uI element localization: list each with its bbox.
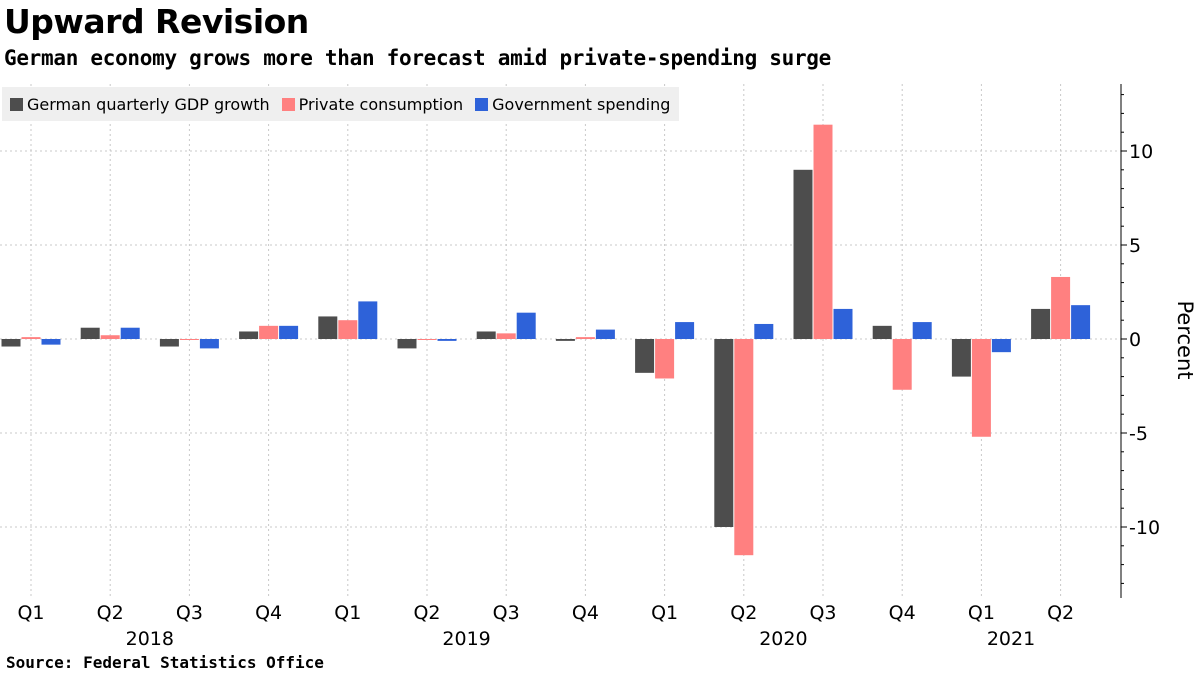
x-tick-label: Q2 — [730, 602, 757, 624]
x-tick-label: Q4 — [889, 602, 916, 624]
bar-government-spending — [437, 339, 457, 341]
legend-swatch-private-consumption — [281, 97, 295, 111]
y-tick-label: 5 — [1129, 235, 1141, 257]
legend-label-private-consumption: Private consumption — [298, 94, 464, 114]
legend-item-private-consumption: Private consumption — [281, 94, 464, 114]
bar-private-consumption — [21, 337, 41, 339]
bar-private-consumption — [971, 339, 991, 437]
bar-german-quarterly-gdp-growth — [318, 316, 338, 339]
x-tick-label: Q1 — [17, 602, 44, 624]
bar-private-consumption — [417, 339, 437, 340]
bar-german-quarterly-gdp-growth — [793, 169, 813, 339]
bar-government-spending — [516, 312, 536, 339]
bar-german-quarterly-gdp-growth — [159, 339, 179, 347]
bar-german-quarterly-gdp-growth — [1, 339, 21, 347]
bar-government-spending — [1071, 305, 1091, 339]
y-axis-label: Percent — [1173, 300, 1197, 379]
bar-private-consumption — [575, 337, 595, 339]
bar-government-spending — [41, 339, 61, 345]
bar-government-spending — [120, 327, 140, 339]
legend-swatch-government-spending — [475, 97, 489, 111]
bar-government-spending — [595, 329, 615, 339]
bar-german-quarterly-gdp-growth — [476, 331, 496, 339]
x-tick-label: Q2 — [1047, 602, 1074, 624]
bar-private-consumption — [100, 335, 120, 339]
bar-german-quarterly-gdp-growth — [397, 339, 417, 349]
x-year-label: 2020 — [759, 628, 807, 650]
x-tick-label: Q3 — [809, 602, 836, 624]
bar-german-quarterly-gdp-growth — [872, 325, 892, 339]
x-tick-label: Q1 — [651, 602, 678, 624]
bar-government-spending — [675, 322, 695, 339]
chart-title: Upward Revision — [4, 2, 309, 41]
x-tick-label: Q3 — [176, 602, 203, 624]
legend-item-gdp: German quarterly GDP growth — [10, 95, 270, 114]
legend-item-government-spending: Government spending — [475, 95, 670, 114]
legend: German quarterly GDP growth Private cons… — [2, 87, 680, 121]
x-tick-label: Q3 — [493, 602, 520, 624]
y-tick-label: -5 — [1129, 423, 1148, 445]
legend-label-government-spending: Government spending — [492, 94, 671, 114]
x-year-label: 2021 — [987, 628, 1035, 650]
bar-government-spending — [991, 339, 1011, 353]
bar-government-spending — [199, 339, 219, 349]
bar-german-quarterly-gdp-growth — [80, 327, 100, 339]
x-tick-label: Q4 — [255, 602, 282, 624]
x-tick-label: Q1 — [968, 602, 995, 624]
x-year-label: 2018 — [126, 628, 174, 650]
bar-german-quarterly-gdp-growth — [951, 339, 971, 377]
bar-private-consumption — [734, 339, 754, 556]
bar-private-consumption — [496, 333, 516, 339]
bar-government-spending — [912, 322, 932, 339]
legend-swatch-gdp — [10, 97, 23, 111]
bar-private-consumption — [1051, 276, 1071, 339]
y-tick-label: -10 — [1129, 517, 1160, 539]
bar-private-consumption — [259, 325, 279, 339]
bar-private-consumption — [179, 339, 199, 340]
x-tick-label: Q4 — [572, 602, 599, 624]
x-tick-label: Q2 — [413, 602, 440, 624]
y-tick-label: 10 — [1129, 141, 1153, 163]
bar-government-spending — [279, 325, 299, 339]
bar-private-consumption — [892, 339, 912, 390]
source-note: Source: Federal Statistics Office — [6, 653, 324, 672]
bar-government-spending — [358, 301, 378, 339]
legend-label-gdp: German quarterly GDP growth — [27, 94, 270, 114]
bar-german-quarterly-gdp-growth — [714, 339, 734, 527]
bar-german-quarterly-gdp-growth — [239, 331, 259, 339]
x-year-label: 2019 — [442, 628, 490, 650]
bar-private-consumption — [813, 124, 833, 340]
bar-private-consumption — [655, 339, 675, 379]
bar-german-quarterly-gdp-growth — [555, 339, 575, 341]
y-tick-label: 0 — [1129, 329, 1141, 351]
chart-subtitle: German economy grows more than forecast … — [4, 46, 831, 70]
x-tick-label: Q1 — [334, 602, 361, 624]
x-tick-label: Q2 — [97, 602, 124, 624]
bar-german-quarterly-gdp-growth — [1031, 308, 1051, 339]
bar-private-consumption — [338, 320, 358, 339]
bar-government-spending — [833, 308, 853, 339]
bar-government-spending — [754, 323, 774, 339]
bar-german-quarterly-gdp-growth — [635, 339, 655, 373]
